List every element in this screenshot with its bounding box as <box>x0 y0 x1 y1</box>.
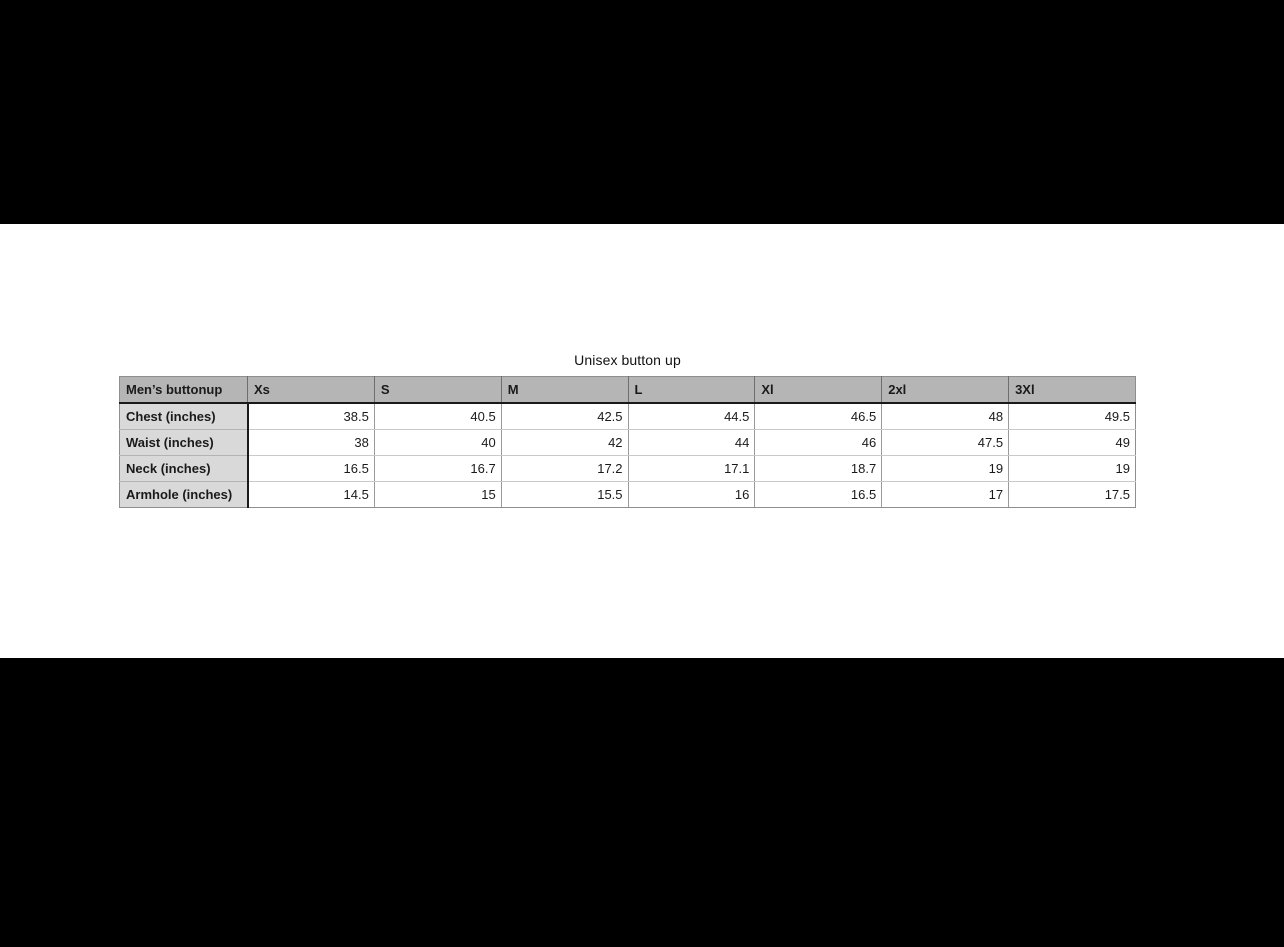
table-row: Armhole (inches) 14.5 15 15.5 16 16.5 17 17.5 <box>119 481 1136 508</box>
size-column-header: M <box>501 376 629 404</box>
letterbox-top <box>0 0 1284 224</box>
value-cell: 17.1 <box>628 455 756 482</box>
size-column-header: S <box>374 376 502 404</box>
value-cell: 19 <box>881 455 1010 482</box>
value-cell: 38.5 <box>247 403 375 430</box>
size-column-header: 3Xl <box>1008 376 1136 404</box>
row-label: Armhole (inches) <box>119 481 249 508</box>
value-cell: 42 <box>501 429 629 456</box>
value-cell: 15.5 <box>501 481 629 508</box>
size-column-header: Xl <box>754 376 883 404</box>
value-cell: 17.5 <box>1008 481 1136 508</box>
value-cell: 17.2 <box>501 455 629 482</box>
value-cell: 44.5 <box>628 403 756 430</box>
table-body: Chest (inches) 38.5 40.5 42.5 44.5 46.5 48 49.5… <box>119 403 1136 508</box>
table-header: Men’s buttonup Xs S M L Xl 2xl 3Xl <box>119 376 1136 404</box>
value-cell: 15 <box>374 481 502 508</box>
value-cell: 38 <box>247 429 375 456</box>
table-row: Chest (inches) 38.5 40.5 42.5 44.5 46.5 48 49.5 <box>119 403 1136 430</box>
value-cell: 40.5 <box>374 403 502 430</box>
value-cell: 49.5 <box>1008 403 1136 430</box>
value-cell: 16.7 <box>374 455 502 482</box>
value-cell: 49 <box>1008 429 1136 456</box>
size-column-header: L <box>628 376 756 404</box>
chart-title: Unisex button up <box>574 352 681 368</box>
value-cell: 17 <box>881 481 1010 508</box>
value-cell: 46 <box>754 429 883 456</box>
value-cell: 16.5 <box>247 455 375 482</box>
size-chart-table: Men’s buttonup Xs S M L Xl 2xl 3Xl Chest (inche… <box>119 376 1136 508</box>
size-column-header: Xs <box>247 376 375 404</box>
value-cell: 16.5 <box>754 481 883 508</box>
size-column-header: 2xl <box>881 376 1010 404</box>
size-chart-sheet: Unisex button up Men’s buttonup Xs S M L Xl 2x… <box>119 351 1136 508</box>
value-cell: 48 <box>881 403 1010 430</box>
value-cell: 18.7 <box>754 455 883 482</box>
header-row: Men’s buttonup Xs S M L Xl 2xl 3Xl <box>119 376 1136 404</box>
value-cell: 19 <box>1008 455 1136 482</box>
value-cell: 16 <box>628 481 756 508</box>
letterbox-bottom <box>0 658 1284 947</box>
row-label: Neck (inches) <box>119 455 249 482</box>
table-row: Neck (inches) 16.5 16.7 17.2 17.1 18.7 19 19 <box>119 455 1136 482</box>
corner-header: Men’s buttonup <box>119 376 248 404</box>
row-label: Waist (inches) <box>119 429 249 456</box>
row-label: Chest (inches) <box>119 403 249 430</box>
content-area: Unisex button up Men’s buttonup Xs S M L Xl 2x… <box>0 224 1284 658</box>
value-cell: 46.5 <box>754 403 883 430</box>
value-cell: 47.5 <box>881 429 1010 456</box>
value-cell: 14.5 <box>247 481 375 508</box>
value-cell: 40 <box>374 429 502 456</box>
table-row: Waist (inches) 38 40 42 44 46 47.5 49 <box>119 429 1136 456</box>
value-cell: 42.5 <box>501 403 629 430</box>
value-cell: 44 <box>628 429 756 456</box>
